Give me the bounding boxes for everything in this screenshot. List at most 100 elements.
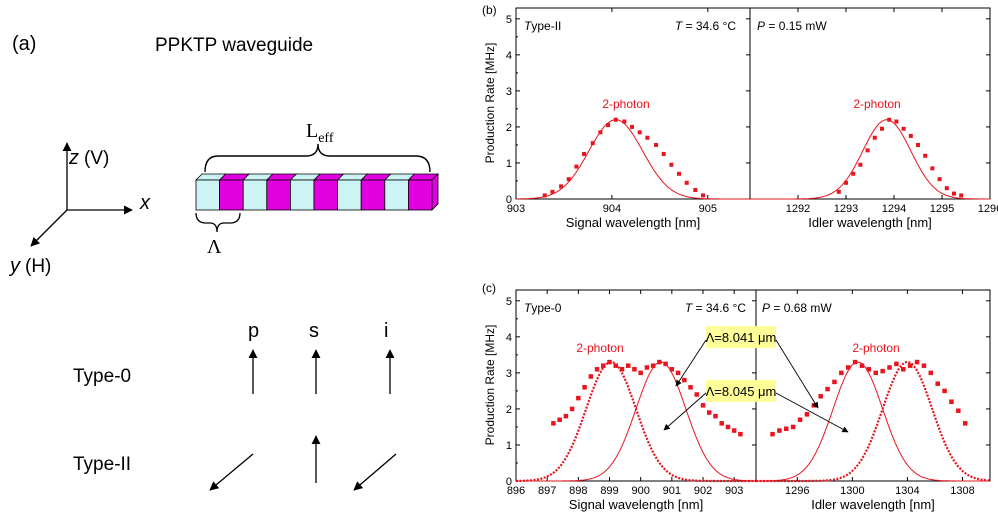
c-signal-ytick-label-1: 1 xyxy=(506,440,512,452)
annotation-box-2 xyxy=(706,380,776,402)
c-signal-ytick-label-3: 3 xyxy=(506,368,512,380)
crystal-block-4 xyxy=(289,179,315,211)
b-idler-data-point xyxy=(880,126,884,131)
c-signal-xtick-label-7: 903 xyxy=(725,485,743,497)
c-idler-data-point xyxy=(832,379,837,385)
b-signal-data-point xyxy=(684,180,689,185)
panel-c-label: (c) xyxy=(482,281,496,295)
c-idler-data-point xyxy=(928,370,934,376)
c-idler-data-point xyxy=(921,363,927,368)
b-signal-data-point xyxy=(606,123,611,128)
c-signal-xtick-label-3: 899 xyxy=(600,485,618,497)
b-signal-xtick-label-1: 904 xyxy=(603,203,621,215)
b-idler-data-point xyxy=(944,186,949,191)
annotation-arrow-2a xyxy=(663,392,707,431)
b-signal-data-point xyxy=(630,124,635,129)
z-axis-label: z xyxy=(68,147,79,169)
c-signal-xtick-label-6: 902 xyxy=(694,485,712,497)
b-signal-note-1: T = 34.6 °C xyxy=(675,19,737,33)
c-idler-xtick-label-0: 1296 xyxy=(785,485,809,497)
b-signal-data-point xyxy=(590,141,595,146)
b-idler-note-value: = 0.15 mW xyxy=(765,19,827,33)
b-signal-data-point xyxy=(701,193,706,198)
leff-brace xyxy=(204,143,431,173)
c-signal-data-point xyxy=(601,363,606,368)
schematic-panel: (a) PPKTP waveguide z (V) x y (H) Leff Λ… xyxy=(8,33,439,491)
column-s: s xyxy=(309,320,319,342)
type-ii-p-arrow xyxy=(209,453,254,491)
b-idler-data-point xyxy=(916,142,920,147)
c-idler-xtick-label-3: 1308 xyxy=(950,485,974,497)
type-ii-i-arrow xyxy=(353,453,397,491)
period-label: Λ xyxy=(207,236,222,258)
c-signal-note-value: ype-0 xyxy=(531,301,561,315)
b-idler-xlabel: Idler wavelength [nm] xyxy=(808,215,932,230)
c-signal-data-point xyxy=(700,403,706,408)
c-signal-data-point xyxy=(644,365,650,370)
b-idler-data-point xyxy=(844,180,848,185)
schematic-title: PPKTP waveguide xyxy=(155,35,313,56)
c-idler-data-point xyxy=(845,365,851,370)
c-idler-data-point xyxy=(901,367,906,372)
panel-b-idler-plot: 1292 1293 1294 1295 1296 Idler wavelength [nm… xyxy=(749,7,998,230)
y-axis-arrow xyxy=(30,209,68,247)
c-idler-data-point xyxy=(825,386,830,392)
c-idler-data-point xyxy=(839,370,844,376)
c-idler-xtick-label-2: 1304 xyxy=(895,485,919,497)
c-idler-xtick-label-1: 1300 xyxy=(840,485,864,497)
c-idler-data-point xyxy=(956,408,961,413)
b-signal-data-point xyxy=(598,130,603,135)
row-type-ii: Type-II xyxy=(73,454,131,475)
c-signal-data-point xyxy=(694,392,700,397)
c-idler-data-point xyxy=(949,399,954,404)
crystal-block-5 xyxy=(313,179,339,211)
annotation-box-1 xyxy=(706,326,776,348)
period-brace xyxy=(195,212,241,233)
column-p: p xyxy=(248,320,259,342)
y-axis-polarization: (H) xyxy=(25,256,51,277)
b-signal-ytick-label-0: 0 xyxy=(506,194,512,206)
c-signal-data-point xyxy=(632,367,637,372)
b-signal-data-point xyxy=(677,171,682,176)
b-signal-data-point xyxy=(654,142,659,147)
b-idler-fit-curve xyxy=(750,119,990,200)
b-signal-data-point xyxy=(542,193,547,198)
c-idler-data-point xyxy=(804,412,810,417)
c-signal-data-point xyxy=(576,395,581,401)
panel-b-ylabel: Production Rate [MHz] xyxy=(483,43,497,164)
c-idler-data-point xyxy=(914,359,920,365)
c-idler-data-point xyxy=(935,381,940,386)
b-signal-series-label: 2-photon xyxy=(602,97,649,111)
crystal-block-8 xyxy=(384,179,409,211)
b-idler-xtick-label-4: 1295 xyxy=(930,203,954,215)
crystal-block-7 xyxy=(360,179,386,211)
c-signal-xtick-label-0: 896 xyxy=(507,485,525,497)
c-signal-data-point xyxy=(706,410,712,415)
c-signal-data-point xyxy=(738,431,743,437)
crystal-block-9 xyxy=(407,179,433,211)
b-signal-note-symbol: T xyxy=(524,19,533,33)
b-signal-data-point xyxy=(661,151,666,156)
c-signal-data-point xyxy=(569,406,575,412)
c-signal-data-point xyxy=(731,428,737,433)
crystal-block-0 xyxy=(195,179,221,211)
z-axis-polarization: (V) xyxy=(84,148,109,169)
b-idler-data-point xyxy=(923,153,928,158)
c-idler-note-value: = 0.68 mW xyxy=(770,301,832,315)
c-signal-data-point xyxy=(638,370,643,376)
annotation-arrow-1b xyxy=(775,339,819,409)
crystal-block-2 xyxy=(242,179,268,211)
b-signal-data-point xyxy=(645,135,650,140)
c-signal-ytick-label-2: 2 xyxy=(506,404,512,416)
column-i: i xyxy=(384,320,388,342)
b-idler-frame xyxy=(749,7,991,200)
b-signal-xtick-label-2: 905 xyxy=(699,203,717,215)
crystal-block-3 xyxy=(266,179,291,211)
c-signal-fit-dotted xyxy=(516,360,756,483)
c-idler-note-symbol: P xyxy=(762,301,770,315)
c-signal-data-point xyxy=(725,424,731,430)
b-idler-note-0: P = 0.15 mW xyxy=(757,19,827,33)
b-idler-xtick-label-1: 1292 xyxy=(786,203,810,215)
